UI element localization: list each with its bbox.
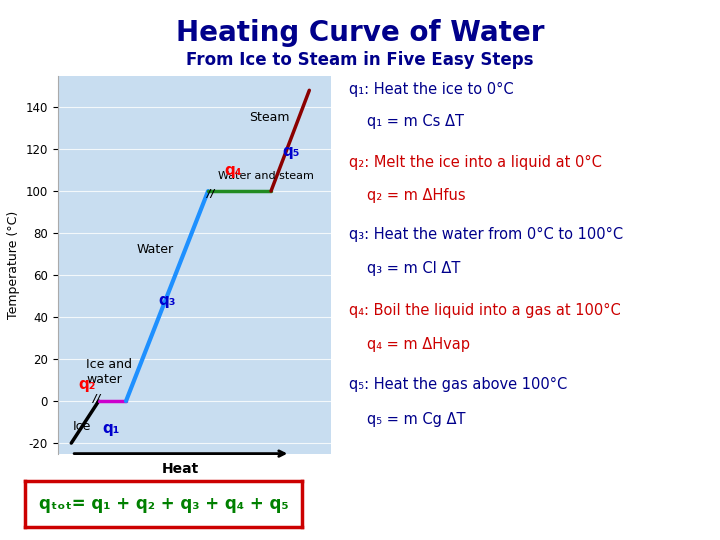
Text: q₃ = m Cl ΔT: q₃ = m Cl ΔT (367, 261, 461, 276)
Text: q₄ = m ΔHvap: q₄ = m ΔHvap (367, 337, 470, 352)
Text: q₂: q₂ (78, 377, 96, 392)
Text: qₜₒₜ= q₁ + q₂ + q₃ + q₄ + q₅: qₜₒₜ= q₁ + q₂ + q₃ + q₄ + q₅ (39, 495, 289, 512)
Text: q₅ = m Cg ΔT: q₅ = m Cg ΔT (367, 411, 466, 427)
Text: q₃: q₃ (159, 293, 176, 308)
Text: q₁ = m Cs ΔT: q₁ = m Cs ΔT (367, 114, 464, 129)
Text: Ice and
water: Ice and water (86, 357, 132, 386)
Text: Steam: Steam (249, 111, 289, 124)
Text: Water: Water (137, 244, 174, 256)
Text: q₅: q₅ (282, 144, 300, 159)
Text: q₂ = m ΔHfus: q₂ = m ΔHfus (367, 188, 466, 203)
Text: q₁: q₁ (103, 421, 120, 436)
Text: q₃: Heat the water from 0°C to 100°C: q₃: Heat the water from 0°C to 100°C (349, 227, 624, 242)
Text: q₂: Melt the ice into a liquid at 0°C: q₂: Melt the ice into a liquid at 0°C (349, 154, 602, 170)
Text: Heat: Heat (162, 462, 199, 476)
Text: q₄: q₄ (225, 163, 242, 178)
Text: //: // (94, 394, 101, 404)
Text: q₅: Heat the gas above 100°C: q₅: Heat the gas above 100°C (349, 377, 567, 392)
Text: q₄: Boil the liquid into a gas at 100°C: q₄: Boil the liquid into a gas at 100°C (349, 303, 621, 318)
Text: q₁: Heat the ice to 0°C: q₁: Heat the ice to 0°C (349, 82, 514, 97)
Text: Heating Curve of Water: Heating Curve of Water (176, 19, 544, 47)
Y-axis label: Temperature (°C): Temperature (°C) (7, 211, 20, 319)
Text: From Ice to Steam in Five Easy Steps: From Ice to Steam in Five Easy Steps (186, 51, 534, 69)
Text: //: // (207, 189, 215, 199)
Text: Ice: Ice (73, 420, 91, 433)
Text: Water and steam: Water and steam (217, 171, 313, 181)
